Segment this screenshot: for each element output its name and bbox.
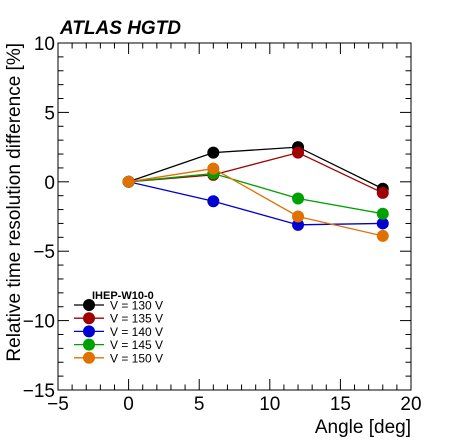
legend-entry: V = 140 V bbox=[74, 325, 163, 339]
legend-entry: V = 145 V bbox=[74, 338, 163, 352]
data-point bbox=[376, 217, 389, 230]
series-line bbox=[128, 172, 383, 215]
legend-marker bbox=[83, 299, 95, 311]
data-point bbox=[207, 162, 220, 175]
legend-entry: V = 150 V bbox=[74, 351, 163, 365]
legend-label: V = 145 V bbox=[110, 338, 163, 352]
y-tick-label: 5 bbox=[44, 103, 55, 124]
legend-entry: V = 130 V bbox=[74, 299, 163, 313]
data-point bbox=[207, 195, 220, 208]
x-tick-label: 10 bbox=[259, 394, 280, 415]
x-tick-label: 0 bbox=[123, 394, 134, 415]
data-point bbox=[292, 210, 305, 223]
x-tick-label: −5 bbox=[47, 394, 69, 415]
chart-title: ATLAS HGTD bbox=[59, 18, 181, 39]
y-tick-label: −5 bbox=[33, 242, 55, 263]
legend-entry: V = 135 V bbox=[74, 312, 163, 326]
data-point bbox=[292, 218, 305, 231]
plot-frame bbox=[57, 42, 412, 391]
legend: V = 130 VV = 135 VV = 140 VV = 145 VV = … bbox=[74, 299, 163, 365]
y-tick-label: 0 bbox=[44, 173, 55, 194]
legend-label: V = 130 V bbox=[110, 299, 163, 313]
legend-label: V = 135 V bbox=[110, 312, 163, 326]
data-point bbox=[292, 192, 305, 205]
series-line bbox=[128, 167, 383, 237]
legend-label: V = 140 V bbox=[110, 325, 163, 339]
series-line bbox=[128, 151, 384, 194]
y-tick-label: −15 bbox=[23, 381, 55, 402]
x-axis-label: Angle [deg] bbox=[315, 417, 411, 438]
x-tick-labels: −5 0 5 10 15 20 bbox=[47, 394, 421, 415]
data-point bbox=[122, 175, 135, 188]
data-point bbox=[292, 146, 305, 159]
x-tick-label: 5 bbox=[194, 394, 205, 415]
legend-marker bbox=[83, 312, 95, 325]
series-line bbox=[128, 181, 383, 226]
series-4 bbox=[122, 162, 389, 242]
series-line bbox=[128, 146, 384, 190]
data-point bbox=[376, 229, 389, 242]
legend-title: IHEP-W10-0 bbox=[92, 290, 154, 302]
x-tick-label: 20 bbox=[400, 394, 421, 415]
series-0 bbox=[122, 141, 389, 195]
x-tick-label: 15 bbox=[330, 394, 351, 415]
y-axis-label: Relative time resolution difference [%] bbox=[4, 43, 25, 362]
data-point bbox=[376, 207, 389, 220]
legend-marker bbox=[83, 351, 95, 364]
axis-ticks bbox=[57, 42, 412, 391]
legend-marker bbox=[83, 338, 95, 351]
series-2 bbox=[122, 175, 389, 231]
data-series bbox=[122, 141, 389, 242]
legend-label: V = 150 V bbox=[110, 351, 163, 365]
series-3 bbox=[122, 167, 389, 220]
y-tick-labels: −15 −10 −5 0 5 10 bbox=[23, 34, 55, 402]
y-tick-label: 10 bbox=[34, 34, 55, 55]
legend-marker bbox=[83, 325, 95, 338]
y-tick-label: −10 bbox=[23, 312, 55, 333]
data-point bbox=[376, 186, 389, 199]
data-point bbox=[207, 146, 220, 159]
